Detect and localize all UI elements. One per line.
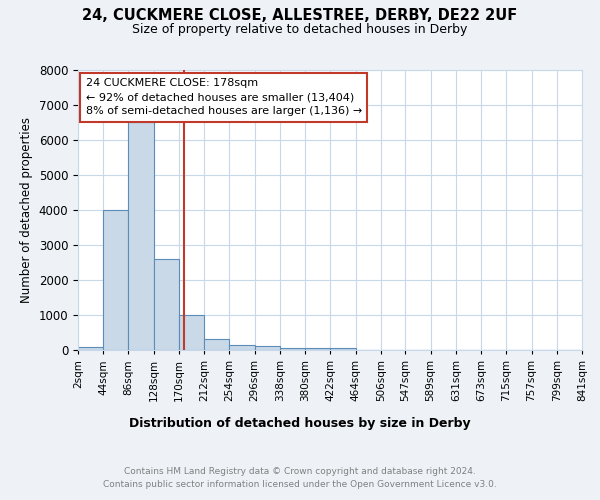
Bar [229, 346, 254, 350]
Y-axis label: Number of detached properties: Number of detached properties [20, 117, 33, 303]
Text: Contains public sector information licensed under the Open Government Licence v3: Contains public sector information licen… [103, 480, 497, 489]
Bar [254, 346, 280, 350]
Bar [78, 346, 103, 350]
Bar [204, 339, 229, 350]
Bar [128, 122, 154, 350]
Bar [280, 348, 305, 350]
Bar [154, 259, 179, 350]
Text: 24, CUCKMERE CLOSE, ALLESTREE, DERBY, DE22 2UF: 24, CUCKMERE CLOSE, ALLESTREE, DERBY, DE… [82, 8, 518, 22]
Bar [179, 315, 204, 350]
Bar [331, 348, 356, 350]
Bar [305, 348, 331, 350]
Text: Distribution of detached houses by size in Derby: Distribution of detached houses by size … [129, 418, 471, 430]
Bar [103, 210, 128, 350]
Text: 24 CUCKMERE CLOSE: 178sqm
← 92% of detached houses are smaller (13,404)
8% of se: 24 CUCKMERE CLOSE: 178sqm ← 92% of detac… [86, 78, 362, 116]
Text: Contains HM Land Registry data © Crown copyright and database right 2024.: Contains HM Land Registry data © Crown c… [124, 468, 476, 476]
Text: Size of property relative to detached houses in Derby: Size of property relative to detached ho… [133, 22, 467, 36]
